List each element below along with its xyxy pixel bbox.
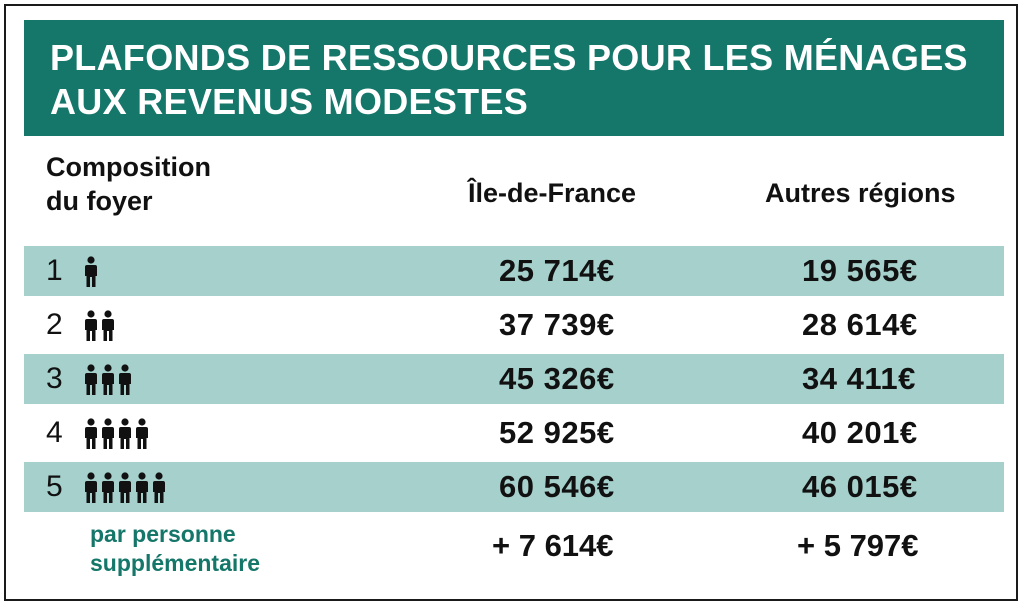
person-icon — [85, 418, 97, 449]
people-icons — [84, 254, 98, 288]
people-icons — [84, 470, 166, 504]
title-banner: PLAFONDS DE RESSOURCES POUR LES MÉNAGES … — [24, 20, 1004, 136]
extra-value-autres-regions: + 5 797€ — [797, 528, 919, 563]
value-autres-regions: 28 614€ — [802, 307, 918, 342]
table-row: 4 52 925€ 40 201€ — [24, 408, 1004, 458]
table-row: 1 25 714€ 19 565€ — [24, 246, 1004, 296]
people-icons — [84, 416, 149, 450]
people-icons — [84, 362, 132, 396]
extra-person-label-line1: par personne — [90, 521, 236, 547]
title-line-2: AUX REVENUS MODESTES — [50, 81, 529, 122]
value-autres-regions: 34 411€ — [802, 361, 916, 396]
extra-person-label: par personne supplémentaire — [90, 520, 260, 578]
column-header-ile-de-france: Île-de-France — [468, 178, 637, 208]
person-icon — [102, 310, 114, 341]
person-icon — [102, 472, 114, 503]
column-header-composition-line2: du foyer — [46, 186, 153, 216]
column-header-composition: Composition du foyer — [46, 150, 211, 218]
value-autres-regions: 40 201€ — [802, 415, 918, 450]
column-header-autres-regions: Autres régions — [765, 178, 956, 208]
extra-person-label-line2: supplémentaire — [90, 550, 260, 576]
household-size: 1 — [46, 254, 63, 287]
value-autres-regions: 19 565€ — [802, 253, 918, 288]
household-size: 3 — [46, 362, 63, 395]
title-line-1: PLAFONDS DE RESSOURCES POUR LES MÉNAGES — [50, 37, 968, 78]
household-size: 2 — [46, 308, 63, 341]
household-size: 5 — [46, 470, 63, 503]
table-row: 3 45 326€ 34 411€ — [24, 354, 1004, 404]
table-row: 5 60 546€ 46 015€ — [24, 462, 1004, 512]
person-icon — [102, 364, 114, 395]
person-icon — [119, 418, 131, 449]
extra-value-ile-de-france: + 7 614€ — [492, 528, 614, 563]
person-icon — [119, 364, 131, 395]
people-icons — [84, 308, 115, 342]
person-icon — [119, 472, 131, 503]
person-icon — [102, 418, 114, 449]
value-ile-de-france: 52 925€ — [499, 415, 615, 450]
person-icon — [136, 472, 148, 503]
value-ile-de-france: 45 326€ — [499, 361, 615, 396]
household-size: 4 — [46, 416, 63, 449]
value-ile-de-france: 37 739€ — [499, 307, 615, 342]
person-icon — [136, 418, 148, 449]
person-icon — [153, 472, 165, 503]
value-autres-regions: 46 015€ — [802, 469, 918, 504]
person-icon — [85, 472, 97, 503]
person-icon — [85, 310, 97, 341]
value-ile-de-france: 25 714€ — [499, 253, 615, 288]
person-icon — [85, 256, 97, 287]
value-ile-de-france: 60 546€ — [499, 469, 615, 504]
person-icon — [85, 364, 97, 395]
table-row: 2 37 739€ 28 614€ — [24, 300, 1004, 350]
column-header-composition-line1: Composition — [46, 152, 211, 182]
